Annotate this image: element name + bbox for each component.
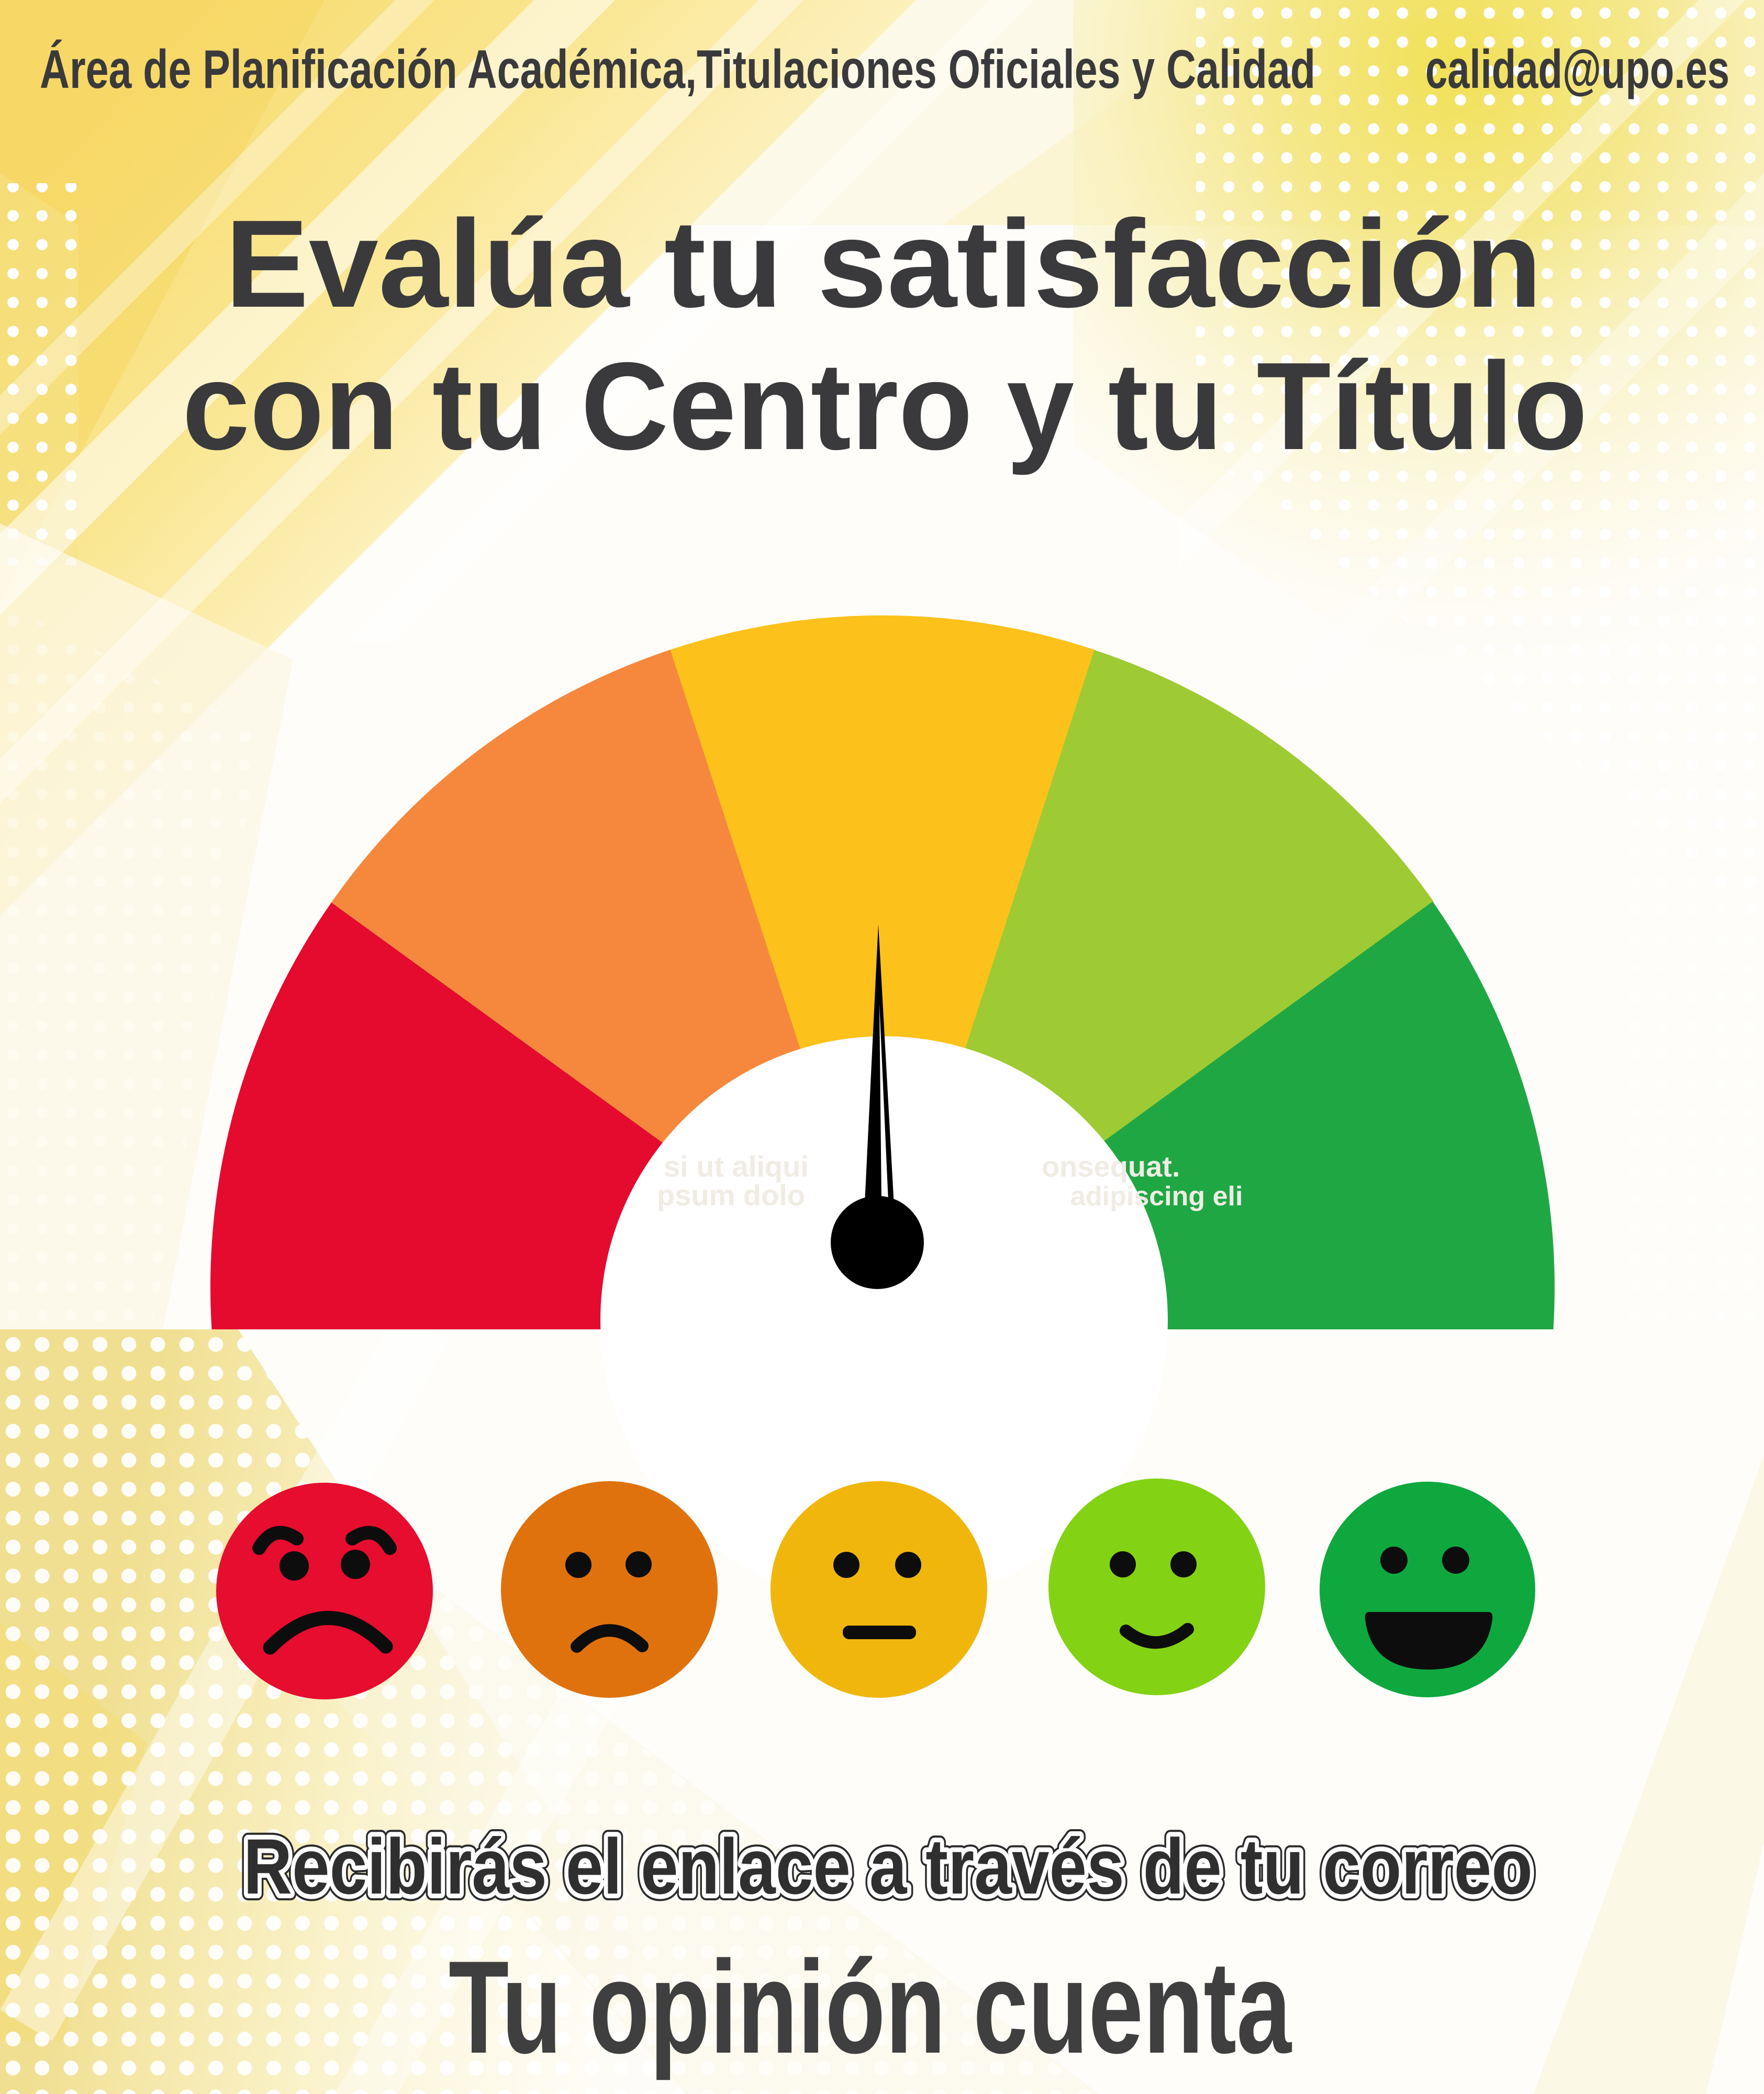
svg-text:Recibirás el enlace a través d: Recibirás el enlace a través de tu corre… [243, 1822, 1533, 1910]
svg-text:Recibirás el enlace a través d: Recibirás el enlace a través de tu corre… [243, 1822, 1533, 1910]
svg-text:si ut aliqui: si ut aliqui [664, 1150, 809, 1183]
svg-text:psum dolo: psum dolo [657, 1179, 805, 1212]
svg-text:Tu opinión cuenta: Tu opinión cuenta [449, 1934, 1292, 2081]
svg-text:adipiscing eli: adipiscing eli [1070, 1181, 1243, 1212]
svg-text:onsequat.: onsequat. [1042, 1150, 1180, 1183]
svg-text:calidad@upo.es: calidad@upo.es [1425, 39, 1729, 100]
svg-text:Evalúa tu satisfacción: Evalúa tu satisfacción [225, 195, 1542, 333]
svg-text:con tu Centro y tu Título: con tu Centro y tu Título [182, 337, 1588, 476]
svg-text:Área de Planificación Académic: Área de Planificación Académica,Titulaci… [40, 39, 1315, 100]
svg-text:Recibirás el enlace a través d: Recibirás el enlace a través de tu corre… [243, 1822, 1533, 1910]
